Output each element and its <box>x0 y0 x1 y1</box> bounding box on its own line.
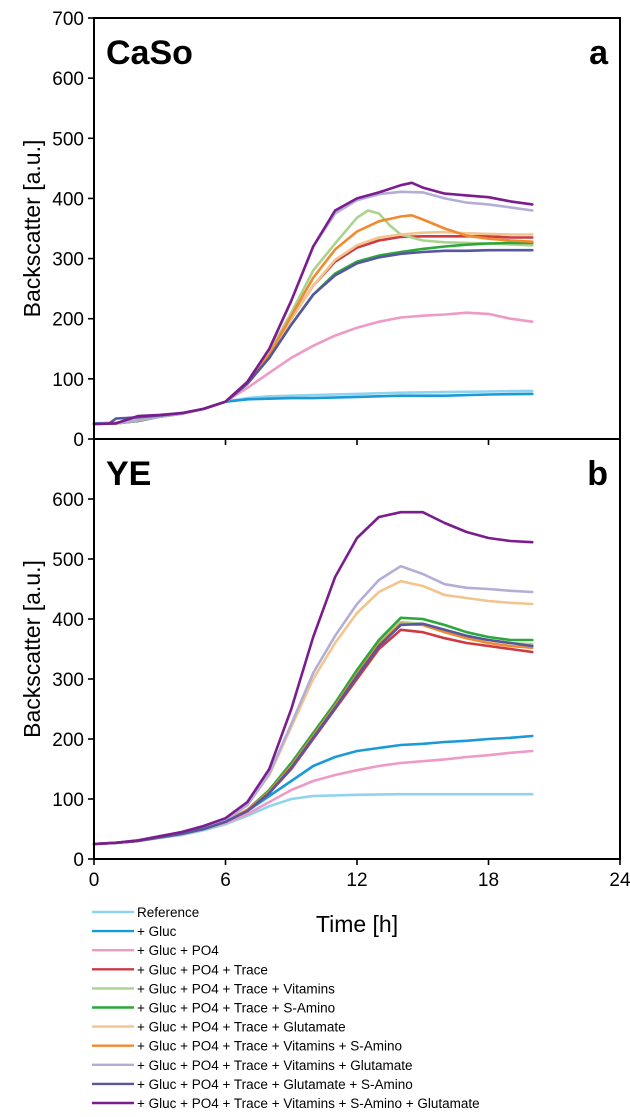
legend-entry-10: + Gluc + PO4 + Trace + Glutamate + S-Ami… <box>137 1077 413 1092</box>
panel-a-frame <box>93 17 621 440</box>
legend-entry-11: + Gluc + PO4 + Trace + Vitamins + S-Amin… <box>137 1096 480 1111</box>
panel-b-y-axis-label: Backscatter [a.u.] <box>19 560 45 738</box>
legend-entry-8: + Gluc + PO4 + Trace + Vitamins + S-Amin… <box>137 1039 402 1054</box>
panel-b-series-line-10 <box>92 622 534 846</box>
panel-b-y-tick-label-1: 100 <box>52 790 84 811</box>
panel-a-y-tick-label-5: 500 <box>52 129 84 150</box>
panel-b-x-tick-label-0: 0 <box>89 870 100 891</box>
legend-entry-9: + Gluc + PO4 + Trace + Vitamins + Glutam… <box>137 1058 413 1073</box>
panel-b-letter: b <box>587 455 608 493</box>
panel-a-y-tick-label-0: 0 <box>73 430 84 451</box>
panel-a-y-tick-label-3: 300 <box>52 250 84 271</box>
legend-entry-4: + Gluc + PO4 + Trace <box>137 962 268 977</box>
panel-b-label: YE <box>106 455 151 493</box>
panel-b-chart: 0 100 200 300 400 500 600 0 6 12 18 24 Backscatter… <box>19 438 630 891</box>
panel-a-series-lines <box>92 181 534 426</box>
panel-b-y-tick-label-4: 400 <box>52 610 84 631</box>
panel-b-x-axis-ticks: 0 6 12 18 24 <box>89 859 630 891</box>
panel-b-y-tick-label-0: 0 <box>73 850 84 871</box>
panel-b-series-line-8 <box>92 622 534 846</box>
panel-b-y-tick-label-5: 500 <box>52 550 84 571</box>
panel-a-y-axis-ticks: 0 100 200 300 400 500 600 700 <box>52 9 94 451</box>
panel-a-y-tick-label-2: 200 <box>52 310 84 331</box>
panel-a-y-tick-label-7: 700 <box>52 9 84 30</box>
panel-b-x-tick-label-4: 24 <box>609 870 630 891</box>
panel-b-series-line-11 <box>92 510 534 846</box>
legend-entry-3: + Gluc + PO4 <box>137 943 219 958</box>
legend-entry-2: + Gluc <box>137 924 177 939</box>
legend-entry-1: Reference <box>137 905 199 920</box>
legend-entry-7: + Gluc + PO4 + Trace + Glutamate <box>137 1020 346 1035</box>
panel-a-series-line-3 <box>92 311 534 426</box>
panel-b-series-line-7 <box>92 579 534 846</box>
panel-a-y-tick-label-4: 400 <box>52 189 84 210</box>
panel-b-y-axis-ticks: 0 100 200 300 400 500 600 <box>52 490 94 871</box>
panel-a-letter: a <box>589 34 609 72</box>
x-axis-label: Time [h] <box>316 911 398 937</box>
panel-a-y-tick-label-6: 600 <box>52 69 84 90</box>
panel-b-x-tick-label-1: 6 <box>220 870 231 891</box>
panel-a-series-line-11 <box>92 181 534 426</box>
panel-a-y-tick-label-1: 100 <box>52 370 84 391</box>
panel-b-series-line-6 <box>92 616 534 846</box>
panel-b-series-lines <box>92 510 534 846</box>
panel-b-y-tick-label-3: 300 <box>52 670 84 691</box>
legend: Reference + Gluc + Gluc + PO4 + Gluc + PO4 … <box>92 905 480 1111</box>
panel-b-series-line-2 <box>92 734 534 846</box>
panel-a-label: CaSo <box>106 34 193 72</box>
legend-entry-6: + Gluc + PO4 + Trace + S-Amino <box>137 1001 335 1016</box>
panel-b-x-tick-label-2: 12 <box>346 870 367 891</box>
panel-a-y-axis-label: Backscatter [a.u.] <box>19 140 45 318</box>
panel-a-chart: 0 100 200 300 400 500 600 700 Backscatter [a.u.… <box>19 9 621 451</box>
panel-b-series-line-9 <box>92 564 534 846</box>
panel-b-y-tick-label-2: 200 <box>52 730 84 751</box>
legend-entry-5: + Gluc + PO4 + Trace + Vitamins <box>137 981 335 996</box>
panel-a-series-line-9 <box>92 190 534 426</box>
panel-a-series-line-2 <box>92 392 534 425</box>
panel-b-x-tick-label-3: 18 <box>478 870 499 891</box>
panel-b-y-tick-label-6: 600 <box>52 490 84 511</box>
